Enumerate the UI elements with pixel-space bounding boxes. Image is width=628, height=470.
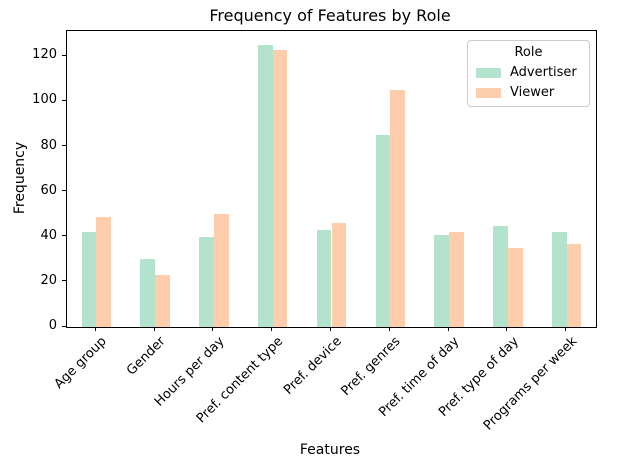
bar-advertiser-pref-content-type [258, 45, 273, 327]
x-tick-mark-pref-device [330, 327, 331, 331]
y-tick-mark-40 [62, 235, 66, 237]
bar-viewer-pref-device [331, 223, 347, 327]
bar-advertiser-age-group [81, 232, 97, 327]
bar-viewer-hours-per-day [213, 214, 229, 327]
y-tick-label-0: 0 [48, 318, 57, 333]
bar-advertiser-pref-type-of-day [493, 225, 508, 327]
y-tick-label-60: 60 [40, 182, 57, 198]
legend-label-advertiser: Advertiser [510, 65, 577, 80]
legend-swatch-viewer [476, 87, 501, 98]
bar-advertiser-pref-device [316, 230, 332, 327]
x-tick-mark-pref-content-type [271, 327, 273, 331]
y-tick-mark-20 [62, 280, 66, 282]
x-tick-label-pref-device: Pref. device [281, 334, 346, 398]
legend: Role Advertiser Viewer [467, 40, 590, 107]
chart-title: Frequency of Features by Role [209, 6, 451, 25]
x-tick-mark-pref-type-of-day [506, 327, 508, 331]
legend-entries: Advertiser Viewer [476, 65, 581, 100]
x-tick-mark-pref-time-of-day [447, 327, 449, 331]
y-tick-mark-100 [62, 99, 66, 101]
bar-viewer-pref-time-of-day [449, 232, 464, 327]
y-tick-label-40: 40 [40, 227, 57, 243]
x-axis-label: Features [299, 442, 361, 458]
y-tick-label-100: 100 [32, 92, 57, 108]
y-tick-label-80: 80 [40, 137, 57, 153]
x-tick-mark-pref-genres [388, 327, 390, 331]
x-tick-label-age-group: Age group [51, 334, 110, 393]
y-tick-mark-80 [62, 145, 66, 147]
bar-viewer-gender [155, 275, 170, 327]
x-tick-mark-gender [153, 327, 155, 331]
bar-advertiser-programs-per-week [551, 232, 567, 327]
bar-viewer-pref-type-of-day [507, 248, 523, 327]
legend-entry-advertiser: Advertiser [476, 65, 581, 80]
bar-viewer-pref-genres [390, 90, 405, 327]
bar-advertiser-gender [140, 259, 156, 327]
x-tick-mark-programs-per-week [565, 327, 567, 331]
bar-advertiser-pref-genres [375, 135, 391, 327]
y-tick-label-120: 120 [32, 47, 57, 63]
x-tick-label-gender: Gender [124, 334, 169, 379]
legend-swatch-advertiser [476, 67, 501, 78]
bar-viewer-pref-content-type [272, 49, 288, 327]
legend-title: Role [514, 45, 543, 60]
y-tick-mark-120 [62, 54, 66, 56]
bar-viewer-programs-per-week [566, 243, 582, 327]
y-tick-label-20: 20 [40, 272, 57, 288]
legend-entry-viewer: Viewer [476, 85, 581, 100]
y-tick-mark-0 [62, 325, 66, 327]
bar-viewer-age-group [96, 216, 112, 327]
x-tick-mark-age-group [94, 327, 96, 331]
bar-advertiser-pref-time-of-day [434, 234, 450, 327]
x-tick-mark-hours-per-day [212, 327, 214, 331]
legend-label-viewer: Viewer [510, 85, 555, 100]
bar-advertiser-hours-per-day [199, 236, 214, 327]
y-tick-mark-60 [62, 190, 66, 192]
